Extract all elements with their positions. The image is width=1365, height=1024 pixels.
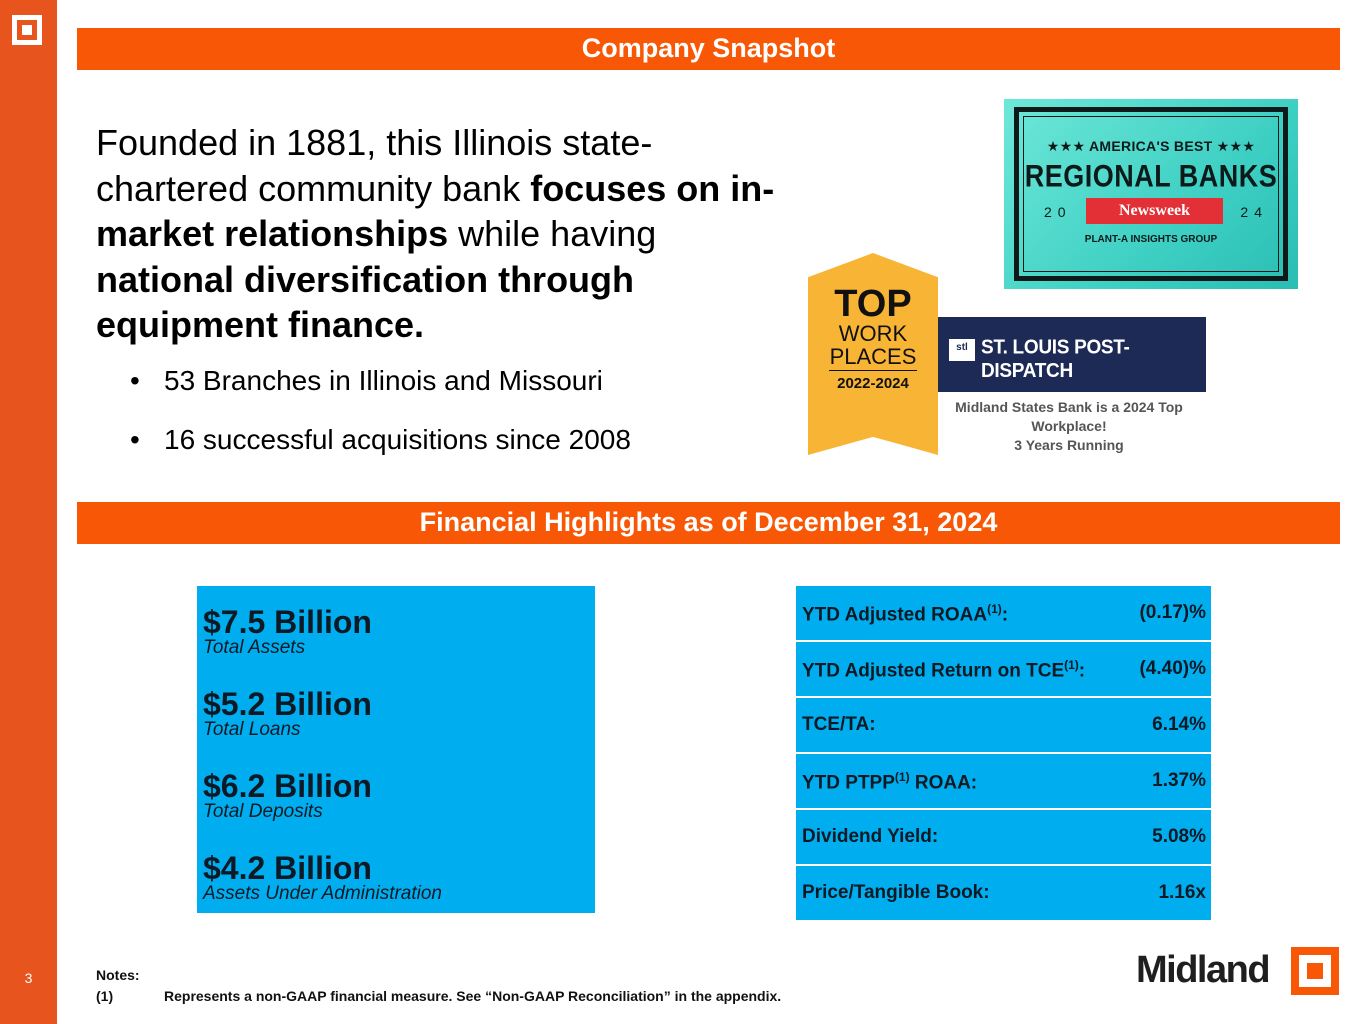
twp-top: TOP <box>834 283 912 325</box>
financial-highlights-banner: Financial Highlights as of December 31, … <box>77 502 1340 544</box>
caption-line: Midland States Bank is a 2024 Top Workpl… <box>955 399 1183 434</box>
stat-label: Total Assets <box>203 637 306 658</box>
metric-value: 6.14% <box>1152 714 1206 735</box>
metric-label: YTD PTPP(1) ROAA: <box>802 770 978 794</box>
newsweek-award-badge: ★★★ AMERICA'S BEST ★★★ REGIONAL BANKS 20… <box>1004 99 1298 289</box>
sidebar: 3 <box>0 0 57 1024</box>
top-workplace-caption: Midland States Bank is a 2024 Top Workpl… <box>938 398 1200 455</box>
metric-value: 1.16x <box>1158 882 1206 903</box>
stat-label: Total Loans <box>203 719 301 740</box>
company-snapshot-banner: Company Snapshot <box>77 28 1340 70</box>
note-marker: (1) <box>96 988 114 1004</box>
newsweek-year-left: 20 <box>1044 204 1072 220</box>
twp-places: PLACES <box>829 344 917 369</box>
metrics-table: YTD Adjusted ROAA(1): (0.17)% YTD Adjust… <box>796 586 1211 922</box>
newsweek-ribbon: Newsweek <box>1086 198 1223 224</box>
page-number: 3 <box>24 970 33 986</box>
metric-label: YTD Adjusted ROAA(1): <box>802 602 1009 626</box>
twp-work: WORK <box>838 321 908 346</box>
footnotes: Notes: (1) Represents a non-GAAP financia… <box>96 967 781 1004</box>
stat-value: $5.2 Billion <box>203 686 372 722</box>
notes-heading: Notes: <box>96 967 140 983</box>
stat-label: Total Deposits <box>203 801 323 822</box>
stl-name: ST. LOUIS POST-DISPATCH <box>981 336 1130 383</box>
metric-row: TCE/TA: 6.14% <box>796 698 1211 752</box>
intro-bold-2: national diversification through equipme… <box>96 258 635 346</box>
stat-label: Assets Under Administration <box>203 883 443 904</box>
metric-label: YTD Adjusted Return on TCE(1): <box>802 658 1086 682</box>
metric-label: TCE/TA: <box>802 714 876 735</box>
snapshot-bullets: 53 Branches in Illinois and Missouri 16 … <box>130 366 631 456</box>
midland-wordmark: Midland <box>1136 949 1271 991</box>
metric-row: Price/Tangible Book: 1.16x <box>796 866 1211 920</box>
metric-label: Price/Tangible Book: <box>802 882 990 903</box>
stat-total-loans: $5.2 Billion Total Loans <box>203 688 372 740</box>
metric-row: YTD Adjusted Return on TCE(1): (4.40)% <box>796 642 1211 696</box>
bullet-item: 53 Branches in Illinois and Missouri <box>130 366 631 397</box>
metric-row: YTD PTPP(1) ROAA: 1.37% <box>796 754 1211 808</box>
stat-assets-under-administration: $4.2 Billion Assets Under Administration <box>203 852 442 904</box>
stat-value: $7.5 Billion <box>203 604 372 640</box>
caption-line: 3 Years Running <box>1014 437 1124 453</box>
metric-value: 5.08% <box>1152 826 1206 847</box>
newsweek-year-right: 24 <box>1240 204 1268 220</box>
newsweek-badge-title: REGIONAL BANKS <box>1024 158 1278 194</box>
stl-post-dispatch-logo: stl ST. LOUIS POST-DISPATCH <box>938 317 1206 392</box>
metric-row: YTD Adjusted ROAA(1): (0.17)% <box>796 586 1211 640</box>
metric-label: Dividend Yield: <box>802 826 939 847</box>
top-workplaces-ribbon: TOP WORK PLACES 2022-2024 <box>808 253 938 455</box>
metric-value: (4.40)% <box>1139 658 1206 679</box>
stat-total-assets: $7.5 Billion Total Assets <box>203 606 372 658</box>
intro-paragraph: Founded in 1881, this Illinois state-cha… <box>96 120 786 348</box>
intro-bold-1: focuses on in-market relationships <box>96 167 775 255</box>
intro-text-1: Founded in 1881, this Illinois state-cha… <box>96 122 653 209</box>
newsweek-org: PLANT-A INSIGHTS GROUP <box>1084 234 1218 245</box>
twp-divider <box>829 370 917 371</box>
stl-today-icon: stl <box>949 339 975 361</box>
intro-text-2: while having <box>448 213 657 254</box>
stat-total-deposits: $6.2 Billion Total Deposits <box>203 770 372 822</box>
stat-value: $4.2 Billion <box>203 850 372 886</box>
note-text: Represents a non-GAAP financial measure.… <box>164 988 782 1004</box>
twp-years: 2022-2024 <box>837 375 909 392</box>
metric-value: 1.37% <box>1152 770 1206 791</box>
midland-square-mark-icon <box>1291 947 1339 995</box>
metric-value: (0.17)% <box>1139 602 1206 623</box>
midland-square-logo-icon <box>12 15 42 45</box>
key-figures-panel: $7.5 Billion Total Assets $5.2 Billion T… <box>197 586 595 913</box>
stat-value: $6.2 Billion <box>203 768 372 804</box>
newsweek-badge-top: ★★★ AMERICA'S BEST ★★★ <box>1046 138 1256 154</box>
metric-row: Dividend Yield: 5.08% <box>796 810 1211 864</box>
bullet-item: 16 successful acquisitions since 2008 <box>130 425 631 456</box>
